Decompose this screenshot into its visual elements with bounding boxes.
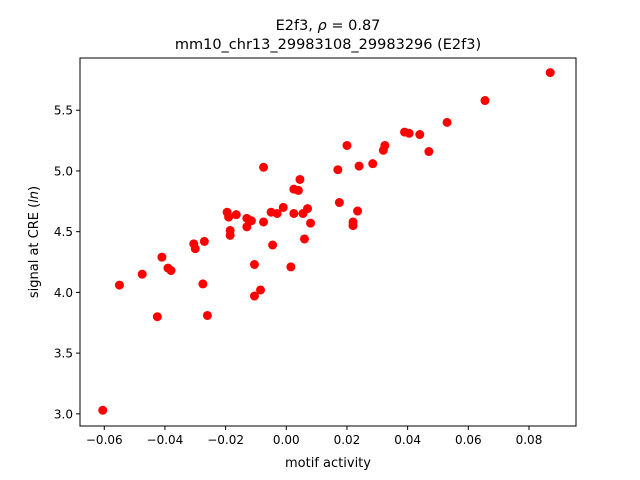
x-tick-label: −0.04 [147, 433, 184, 447]
data-point [114, 280, 124, 290]
data-point [545, 68, 555, 78]
data-point [272, 208, 282, 218]
x-tick-label: −0.02 [207, 433, 244, 447]
data-point [225, 230, 235, 240]
data-point [259, 217, 269, 227]
y-tick-label: 3.0 [54, 407, 73, 421]
data-point [404, 128, 414, 138]
data-point [137, 269, 147, 279]
x-axis-label: motif activity [285, 456, 371, 471]
x-tick-label: 0.04 [394, 433, 421, 447]
data-point [353, 206, 363, 216]
chart-title-line1: E2f3, ρ = 0.87 [276, 18, 381, 34]
data-point [354, 161, 364, 171]
data-point [333, 165, 343, 175]
data-point [152, 312, 162, 322]
x-tick-label: 0.00 [273, 433, 300, 447]
data-point [295, 174, 305, 184]
x-tick-label: 0.06 [455, 433, 482, 447]
data-point [268, 240, 278, 250]
data-point [259, 162, 269, 172]
data-point [286, 262, 296, 272]
data-point [368, 159, 378, 169]
data-point [424, 147, 434, 157]
data-point [334, 198, 344, 208]
y-tick-label: 3.5 [54, 347, 73, 361]
data-point [303, 204, 313, 214]
data-point [442, 117, 452, 127]
data-point [249, 259, 259, 269]
y-tick-label: 5.5 [54, 104, 73, 118]
data-point [98, 405, 108, 415]
y-tick-label: 4.0 [54, 286, 73, 300]
data-point [246, 216, 256, 226]
data-point [224, 212, 234, 222]
y-axis-label: signal at CRE (ln) [27, 186, 42, 298]
data-point [380, 140, 390, 150]
data-point [415, 130, 425, 140]
data-point [249, 291, 259, 301]
data-point [480, 96, 490, 106]
data-point [157, 252, 167, 262]
chart-title-line2: mm10_chr13_29983108_29983296 (E2f3) [175, 37, 481, 53]
data-point [199, 236, 209, 246]
data-point [190, 244, 200, 254]
x-tick-label: −0.06 [86, 433, 123, 447]
data-point [256, 285, 266, 295]
y-tick-label: 4.5 [54, 225, 73, 239]
data-point [202, 310, 212, 320]
data-point [198, 279, 208, 289]
data-point [166, 266, 176, 276]
data-point [289, 208, 299, 218]
data-point [342, 140, 352, 150]
data-point [293, 185, 303, 195]
x-tick-label: 0.08 [516, 433, 543, 447]
data-point [299, 234, 309, 244]
data-point [348, 217, 358, 227]
plot-frame [79, 57, 577, 427]
data-point [231, 210, 241, 220]
data-point [278, 202, 288, 212]
data-point [306, 218, 316, 228]
y-tick-label: 5.0 [54, 164, 73, 178]
x-tick-label: 0.02 [334, 433, 361, 447]
